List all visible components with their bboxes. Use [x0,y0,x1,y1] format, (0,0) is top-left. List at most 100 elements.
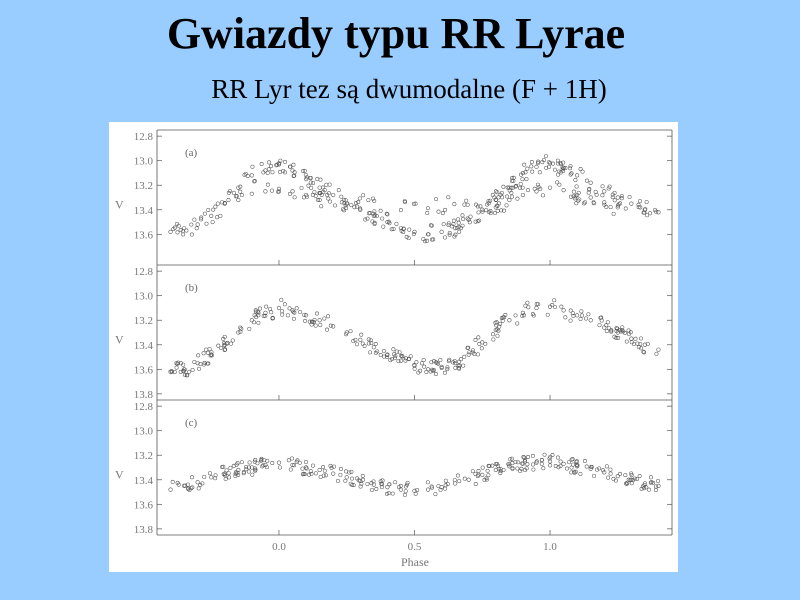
data-point [264,304,269,309]
data-point [291,162,296,167]
data-point [365,216,370,221]
data-point [600,184,605,189]
data-point [552,167,557,172]
data-point [221,336,226,341]
data-point [568,194,573,199]
data-point [452,359,457,364]
data-point [241,470,246,475]
data-point [530,312,535,317]
data-point [645,213,650,218]
data-point [263,189,268,194]
data-point [591,201,596,206]
data-point [482,477,487,482]
data-point [592,473,597,478]
data-point [353,337,358,342]
x-tick-label: 0.0 [272,541,286,553]
data-point [542,452,547,457]
data-point [573,178,578,182]
data-point [238,189,243,194]
data-point [431,359,436,364]
data-point [558,170,563,175]
data-point [411,201,416,206]
data-point [265,182,270,187]
data-point [176,482,181,487]
data-point [366,198,371,203]
data-point [344,469,349,474]
data-point [486,199,491,204]
data-point [530,169,535,174]
data-point [352,205,357,210]
data-point [265,458,270,463]
data-point [422,364,427,369]
data-point [509,178,514,183]
data-point [321,465,326,470]
data-point [608,205,613,210]
data-point [526,305,531,310]
data-point [286,458,291,463]
data-point [619,196,624,201]
data-point [453,361,458,366]
data-point [545,312,550,317]
data-point [247,326,252,331]
data-point [170,479,175,484]
data-point [629,481,634,486]
data-point [507,197,512,203]
data-point [292,173,297,178]
data-point [196,353,201,358]
data-point [629,473,634,478]
data-point [260,464,265,469]
data-point [569,465,574,470]
data-point [559,304,564,309]
data-point [532,186,537,191]
data-point [204,221,209,226]
data-point [236,467,241,473]
data-point [223,476,228,481]
data-point [222,201,227,205]
data-point [209,475,214,480]
data-point [456,220,461,225]
data-point [544,165,549,170]
data-point [229,341,233,346]
data-point [524,177,529,182]
data-point [189,232,194,237]
data-point [252,179,257,184]
data-point [249,191,254,196]
data-point [425,238,429,243]
data-point [456,366,461,370]
data-point [639,486,644,491]
data-point [515,321,520,326]
data-point [179,361,183,366]
data-point [404,234,409,239]
data-point [425,210,430,215]
data-point [465,202,470,207]
data-point [183,483,188,488]
data-point [555,455,560,460]
data-point [491,337,496,342]
data-point [215,215,220,220]
data-point [196,486,201,491]
data-point [372,198,377,203]
data-point [384,211,389,216]
data-point [353,201,358,205]
data-point [479,346,484,351]
data-point [359,481,364,486]
data-point [635,476,640,481]
data-point [270,461,275,465]
data-point [519,172,523,177]
data-point [442,370,447,375]
data-point [561,160,566,165]
data-point [568,308,573,313]
data-point [453,365,458,370]
data-point [493,205,498,210]
data-point [371,211,376,216]
data-point [268,306,273,311]
data-point [202,360,207,365]
data-point [246,469,251,474]
data-point [609,329,614,334]
data-point [244,467,249,472]
data-point [236,197,241,203]
data-point [398,208,403,213]
data-point [321,189,326,194]
y-tick-label: 13.8 [134,524,154,536]
data-point [324,182,329,187]
